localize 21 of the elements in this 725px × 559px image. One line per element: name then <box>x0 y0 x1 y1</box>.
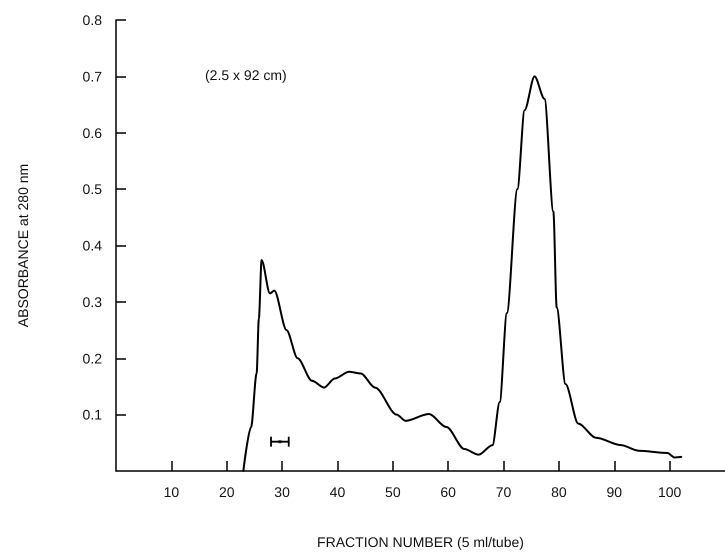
x-tick-label: 40 <box>330 484 346 500</box>
y-tick-label: 0.6 <box>82 124 102 141</box>
y-tick-label: 0.7 <box>82 68 102 84</box>
y-tick-label: 0.4 <box>82 238 102 254</box>
y-axis-title: ABSORBANCE at 280 nm <box>15 164 31 328</box>
x-tick-label: 70 <box>496 484 512 500</box>
x-tick-label: 100 <box>658 484 682 500</box>
y-tick-label: 0.3 <box>82 294 102 310</box>
y-tick-label: 0.5 <box>82 181 102 198</box>
x-tick-label: 50 <box>385 484 401 500</box>
y-tick-label: 0.2 <box>82 350 102 366</box>
y-tick-label: 0.1 <box>82 406 102 423</box>
x-axis-title: FRACTION NUMBER (5 ml/tube) <box>317 534 524 550</box>
y-tick-label: 0.8 <box>82 12 102 28</box>
annotation: (2.5 x 92 cm) <box>205 67 287 83</box>
x-tick-label: 90 <box>606 484 622 500</box>
x-tick-label: 20 <box>218 484 235 500</box>
x-tick-label: 10 <box>164 484 180 500</box>
x-tick-label: 30 <box>274 484 290 500</box>
x-tick-label: 60 <box>440 484 456 500</box>
x-tick-label: 80 <box>551 484 567 500</box>
